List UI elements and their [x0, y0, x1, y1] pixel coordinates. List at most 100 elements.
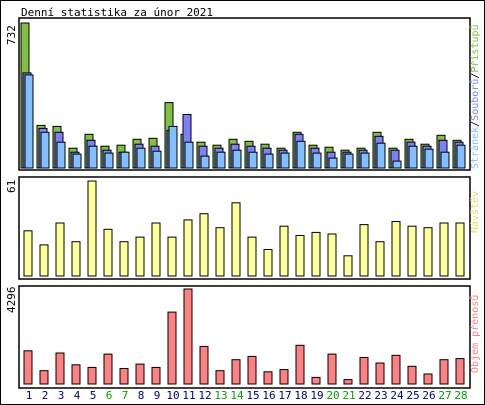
pages-bar: [360, 152, 370, 169]
pages-bar: [136, 147, 146, 169]
chart-title: Denní statistika za únor 2021: [21, 6, 213, 19]
x-tick-label: 26: [422, 389, 435, 402]
pages-bar: [264, 153, 274, 169]
visits-bar: [23, 230, 33, 277]
kbytes-bar: [295, 344, 305, 385]
legend-pages: Stránek: [469, 127, 481, 169]
x-tick-label: 14: [230, 389, 244, 402]
x-tick-label: 25: [406, 389, 419, 402]
pages-bar: [248, 151, 258, 169]
x-tick-label: 2: [42, 389, 49, 402]
ymax-label-kbytes: 4296: [5, 287, 18, 314]
visits-bar: [311, 231, 321, 277]
kbytes-bar: [103, 353, 113, 385]
visits-bar: [199, 213, 209, 277]
x-tick-label: 1: [26, 389, 33, 402]
kbytes-bar: [167, 311, 177, 385]
pages-bar: [376, 142, 386, 169]
visits-bar: [231, 202, 241, 277]
pages-bar: [40, 131, 50, 169]
kbytes-bar: [23, 350, 33, 385]
visits-bar: [375, 241, 385, 277]
pages-bar: [184, 141, 194, 169]
pages-bar: [456, 144, 466, 169]
pages-bar: [200, 155, 210, 169]
visits-bar: [359, 224, 369, 277]
kbytes-bar: [135, 363, 145, 385]
legend-hits-files-pages: Stránek/Souborů/Přístupů: [469, 24, 481, 169]
x-tick-label: 15: [246, 389, 259, 402]
visits-bar: [167, 236, 177, 277]
pages-bar: [232, 149, 242, 169]
pages-bar: [424, 148, 434, 169]
kbytes-bar: [215, 370, 225, 385]
ymax-label-hits: 732: [5, 25, 18, 45]
kbytes-bar: [359, 357, 369, 385]
x-tick-label: 28: [454, 389, 467, 402]
kbytes-bar: [55, 352, 65, 385]
kbytes-bar: [343, 379, 353, 385]
pages-bar: [392, 160, 402, 169]
visits-bar: [71, 241, 81, 277]
bars-visits: [23, 180, 465, 277]
x-tick-label: 3: [58, 389, 65, 402]
pages-bar: [296, 140, 306, 169]
visits-bar: [423, 227, 433, 277]
legend-sep-2: /: [470, 73, 481, 79]
pages-bar: [216, 151, 226, 169]
kbytes-bar: [231, 359, 241, 385]
bars-kbytes: [23, 288, 465, 385]
pages-bar: [440, 151, 450, 169]
bars-hits-files-pages: [20, 22, 466, 169]
kbytes-bar: [199, 345, 209, 385]
ymax-label-visits: 61: [5, 180, 18, 193]
visits-bar: [87, 180, 97, 277]
visits-bar: [247, 236, 257, 277]
kbytes-bar: [455, 358, 465, 385]
kbytes-bar: [279, 369, 289, 385]
pages-bar: [72, 153, 82, 169]
x-tick-label: 22: [358, 389, 371, 402]
pages-bar: [104, 152, 114, 169]
legend-files: Souborů: [469, 79, 481, 121]
pages-bar: [120, 151, 130, 169]
visits-bar: [39, 244, 49, 277]
visits-bar: [391, 221, 401, 277]
visits-bar: [343, 255, 353, 277]
x-tick-label: 10: [166, 389, 179, 402]
pages-bar: [328, 157, 338, 169]
x-tick-label: 7: [122, 389, 129, 402]
x-tick-label: 23: [374, 389, 387, 402]
kbytes-bar: [407, 365, 417, 385]
x-tick-label: 18: [294, 389, 307, 402]
visits-bar: [119, 241, 129, 277]
kbytes-bar: [391, 354, 401, 385]
kbytes-bar: [87, 366, 97, 385]
legend-visits: Návštěv: [469, 191, 481, 233]
x-tick-label: 16: [262, 389, 275, 402]
legend-sep-1: /: [470, 121, 481, 127]
x-tick-label: 4: [74, 389, 81, 402]
x-tick-label: 8: [138, 389, 145, 402]
kbytes-bar: [183, 288, 193, 385]
visits-bar: [55, 222, 65, 277]
x-tick-label: 12: [198, 389, 211, 402]
kbytes-bar: [327, 353, 337, 385]
legend-hits: Přístupů: [469, 24, 481, 72]
panel-frame-visits: [18, 176, 471, 280]
x-tick-label: 20: [326, 389, 339, 402]
visits-bar: [439, 222, 449, 277]
pages-bar: [168, 125, 178, 169]
pages-bar: [312, 152, 322, 169]
x-tick-label: 13: [214, 389, 227, 402]
pages-bar: [24, 74, 34, 169]
kbytes-bar: [263, 371, 273, 385]
visits-bar: [215, 227, 225, 277]
x-tick-label: 5: [90, 389, 97, 402]
pages-bar: [56, 141, 66, 169]
kbytes-bar: [247, 355, 257, 385]
x-tick-label: 17: [278, 389, 291, 402]
legend-kbytes: Objem přenosů: [469, 295, 481, 373]
